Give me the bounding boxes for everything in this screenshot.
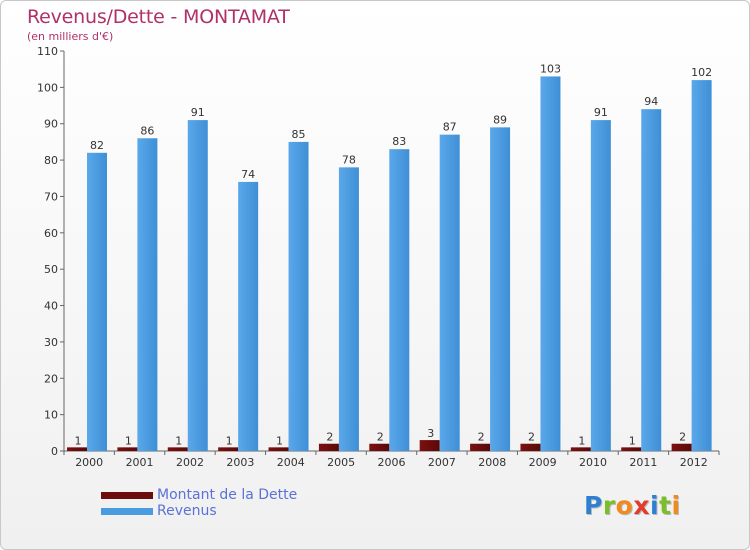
bar-dette: [570, 447, 591, 451]
bar-dette: [671, 443, 692, 451]
bar-dette: [318, 443, 339, 451]
logo-letter: P: [584, 491, 603, 520]
y-tick-label: 0: [51, 445, 58, 458]
bar-dette: [621, 447, 642, 451]
y-tick-label: 10: [44, 409, 58, 422]
logo-letter: i: [671, 491, 681, 520]
bar-revenus: [691, 80, 712, 451]
bar-revenus: [288, 141, 309, 451]
logo-letter: x: [633, 491, 650, 520]
bar-dette: [67, 447, 87, 451]
data-label-dette: 2: [478, 431, 485, 444]
bar-revenus: [389, 149, 410, 451]
data-label-revenus: 91: [191, 106, 205, 119]
data-label-dette: 3: [427, 427, 434, 440]
data-label-revenus: 87: [443, 121, 457, 134]
proxiti-logo: Proxiti: [584, 491, 681, 520]
legend-label-dette: Montant de la Dette: [157, 487, 298, 503]
bar-dette: [470, 443, 491, 451]
data-label-dette: 1: [226, 434, 233, 447]
bar-dette: [369, 443, 390, 451]
chart-subtitle: (en milliers d'€): [27, 30, 114, 43]
legend-swatch-revenus: [101, 508, 153, 515]
x-tick-label: 2003: [226, 456, 254, 469]
x-tick-label: 2011: [629, 456, 657, 469]
bar-dette: [268, 447, 289, 451]
data-label-dette: 2: [326, 431, 333, 444]
bar-revenus: [338, 167, 359, 451]
data-label-revenus: 91: [594, 106, 608, 119]
data-label-dette: 2: [528, 431, 535, 444]
data-label-revenus: 94: [644, 95, 658, 108]
bar-revenus: [137, 138, 158, 452]
y-tick-label: 100: [37, 81, 58, 94]
data-label-dette: 1: [629, 434, 636, 447]
x-tick-label: 2009: [529, 456, 557, 469]
data-label-dette: 2: [377, 431, 384, 444]
y-tick-label: 30: [44, 336, 58, 349]
y-tick-label: 80: [44, 154, 58, 167]
bar-dette: [218, 447, 239, 451]
y-tick-label: 90: [44, 118, 58, 131]
legend-label-revenus: Revenus: [157, 503, 217, 519]
bar-dette: [520, 443, 541, 451]
data-label-dette: 1: [125, 434, 132, 447]
data-label-dette: 1: [75, 434, 82, 447]
legend-swatch-dette: [101, 492, 153, 499]
x-tick-label: 2006: [378, 456, 406, 469]
bar-revenus: [439, 134, 460, 452]
data-label-dette: 1: [276, 434, 283, 447]
bar-revenus: [490, 127, 511, 451]
x-tick-label: 2007: [428, 456, 456, 469]
x-tick-label: 2002: [176, 456, 204, 469]
bar-revenus: [238, 181, 259, 451]
y-tick-label: 110: [37, 45, 58, 58]
bar-dette: [117, 447, 138, 451]
bar-revenus: [187, 120, 208, 451]
y-tick-label: 60: [44, 227, 58, 240]
x-tick-label: 2005: [327, 456, 355, 469]
data-label-revenus: 82: [90, 139, 104, 152]
logo-letter: o: [615, 491, 634, 520]
x-tick-label: 2008: [478, 456, 506, 469]
logo-letter: t: [659, 491, 672, 520]
data-label-revenus: 103: [540, 62, 561, 75]
chart-title: Revenus/Dette - MONTAMAT: [27, 6, 290, 28]
data-label-dette: 1: [578, 434, 585, 447]
y-tick-label: 50: [44, 263, 58, 276]
data-label-revenus: 89: [493, 113, 507, 126]
y-tick-label: 20: [44, 372, 58, 385]
data-label-revenus: 85: [292, 128, 306, 141]
data-label-revenus: 78: [342, 153, 356, 166]
bar-revenus: [87, 152, 107, 451]
x-tick-label: 2010: [579, 456, 607, 469]
x-tick-label: 2001: [126, 456, 154, 469]
x-tick-label: 2004: [277, 456, 305, 469]
x-tick-label: 2012: [680, 456, 708, 469]
y-tick-label: 70: [44, 190, 58, 203]
data-label-dette: 2: [679, 431, 686, 444]
bar-dette: [167, 447, 188, 451]
data-label-dette: 1: [175, 434, 182, 447]
bar-dette: [419, 440, 440, 451]
data-label-revenus: 74: [241, 168, 255, 181]
x-tick-label: 2000: [75, 456, 103, 469]
data-label-revenus: 86: [140, 124, 154, 137]
data-label-revenus: 102: [691, 66, 712, 79]
bar-revenus: [590, 120, 611, 451]
data-label-revenus: 83: [392, 135, 406, 148]
bar-revenus: [641, 109, 662, 451]
bar-revenus: [540, 76, 561, 452]
y-tick-label: 40: [44, 300, 58, 313]
logo-letter: r: [602, 491, 616, 520]
logo-letter: i: [650, 491, 660, 520]
